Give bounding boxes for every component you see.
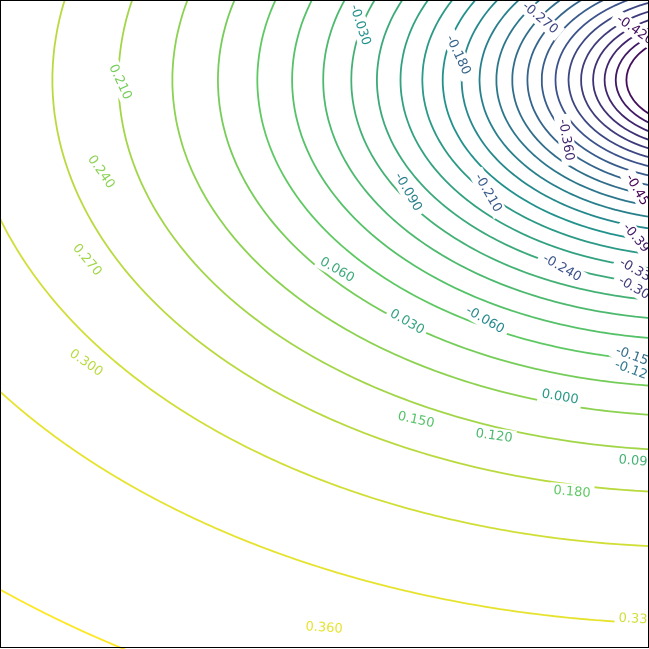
- contour-label-group: 0.030: [383, 304, 431, 340]
- contour-line: [0, 390, 649, 625]
- contour-label-gap: [388, 165, 428, 219]
- contour-label-gap: [66, 238, 108, 282]
- contour-line: [256, 0, 649, 362]
- contour-label-gap: [344, 0, 376, 53]
- contour-label: 0.33: [618, 611, 648, 627]
- contour-label-group: -0.090: [388, 165, 428, 219]
- contour-label-gap: [553, 113, 579, 167]
- contour-line: [554, 0, 649, 168]
- contour-label: 0.270: [69, 241, 104, 279]
- contour-label: 0.180: [553, 483, 591, 501]
- contour-label: 0.210: [105, 62, 134, 102]
- contour-label-gap: [614, 451, 649, 471]
- contour-label-gap: [549, 482, 595, 502]
- contour-line: [0, 588, 127, 649]
- contour-label: -0.420: [614, 12, 649, 48]
- contour-label-gap: [471, 425, 517, 447]
- contour-label-group: 0.09: [614, 451, 649, 471]
- contour-label-gap: [608, 340, 649, 372]
- contour-label-group: 0.000: [536, 385, 584, 409]
- contour-label-gap: [609, 8, 649, 52]
- contour-label: -0.270: [519, 0, 561, 37]
- contour-label-group: -0.210: [468, 166, 508, 220]
- contour-label-gap: [392, 407, 440, 433]
- contour-label-gap: [619, 166, 649, 214]
- contour-label: -0.180: [442, 33, 473, 77]
- contour-label-gap: [458, 300, 512, 340]
- contour-label-gap: [536, 385, 584, 409]
- contour-label-group: 0.270: [66, 238, 108, 282]
- contour-line: [291, 0, 649, 339]
- contour-label-group: 0.150: [392, 407, 440, 433]
- contour-line: [441, 0, 649, 242]
- contour-labels: -0.030-0.180-0.270 -0.4200.2100.2400.2700…: [63, 0, 649, 638]
- contour-label-gap: [439, 28, 477, 82]
- contour-label-group: 0.120: [471, 425, 517, 447]
- contour-label: 0.360: [305, 619, 343, 637]
- contour-label-gap: [468, 166, 508, 220]
- contour-line: [217, 0, 649, 387]
- contour-line: [625, 45, 649, 115]
- contour-label-group: 0.180: [549, 482, 595, 502]
- contour-label-gap: [535, 248, 589, 288]
- contour-label-gap: [607, 354, 649, 386]
- contour-line: [376, 0, 649, 285]
- contour-label: 0.120: [475, 426, 514, 446]
- contour-label-group: 0.210: [103, 58, 137, 106]
- contour-label-group: -0.360: [553, 113, 579, 167]
- contour-label: 0.000: [540, 386, 579, 407]
- contour-label-gap: [515, 0, 565, 41]
- contour-label-gap: [81, 149, 121, 195]
- contour-label-group: 0.360: [301, 618, 347, 638]
- contour-label-gap: [103, 58, 137, 106]
- contour-label-gap: [615, 216, 649, 260]
- contour-line: [603, 27, 649, 133]
- contour-label-gap: [301, 618, 347, 638]
- contour-label-group: 0.33: [614, 610, 649, 628]
- contour-line: [322, 0, 649, 319]
- contour-line: [51, 0, 649, 493]
- contour-label-gap: [610, 270, 649, 306]
- contour-label-gap: [614, 610, 649, 628]
- contour-label: -0.360: [555, 118, 577, 162]
- contour-label: 0.030: [387, 306, 427, 338]
- contour-label-gap: [611, 252, 649, 288]
- contour-label-group: -0.270: [515, 0, 565, 41]
- contour-label-group: -0.420: [609, 8, 649, 52]
- contour-line: [399, 0, 649, 269]
- contour-label-gap: [383, 304, 431, 340]
- contour-line: [478, 0, 649, 218]
- contour-label-gap: [313, 252, 361, 288]
- contour-label: 0.09: [618, 452, 648, 469]
- contour-label-gap: [63, 343, 109, 383]
- contour-label-group: 0.240: [81, 149, 121, 195]
